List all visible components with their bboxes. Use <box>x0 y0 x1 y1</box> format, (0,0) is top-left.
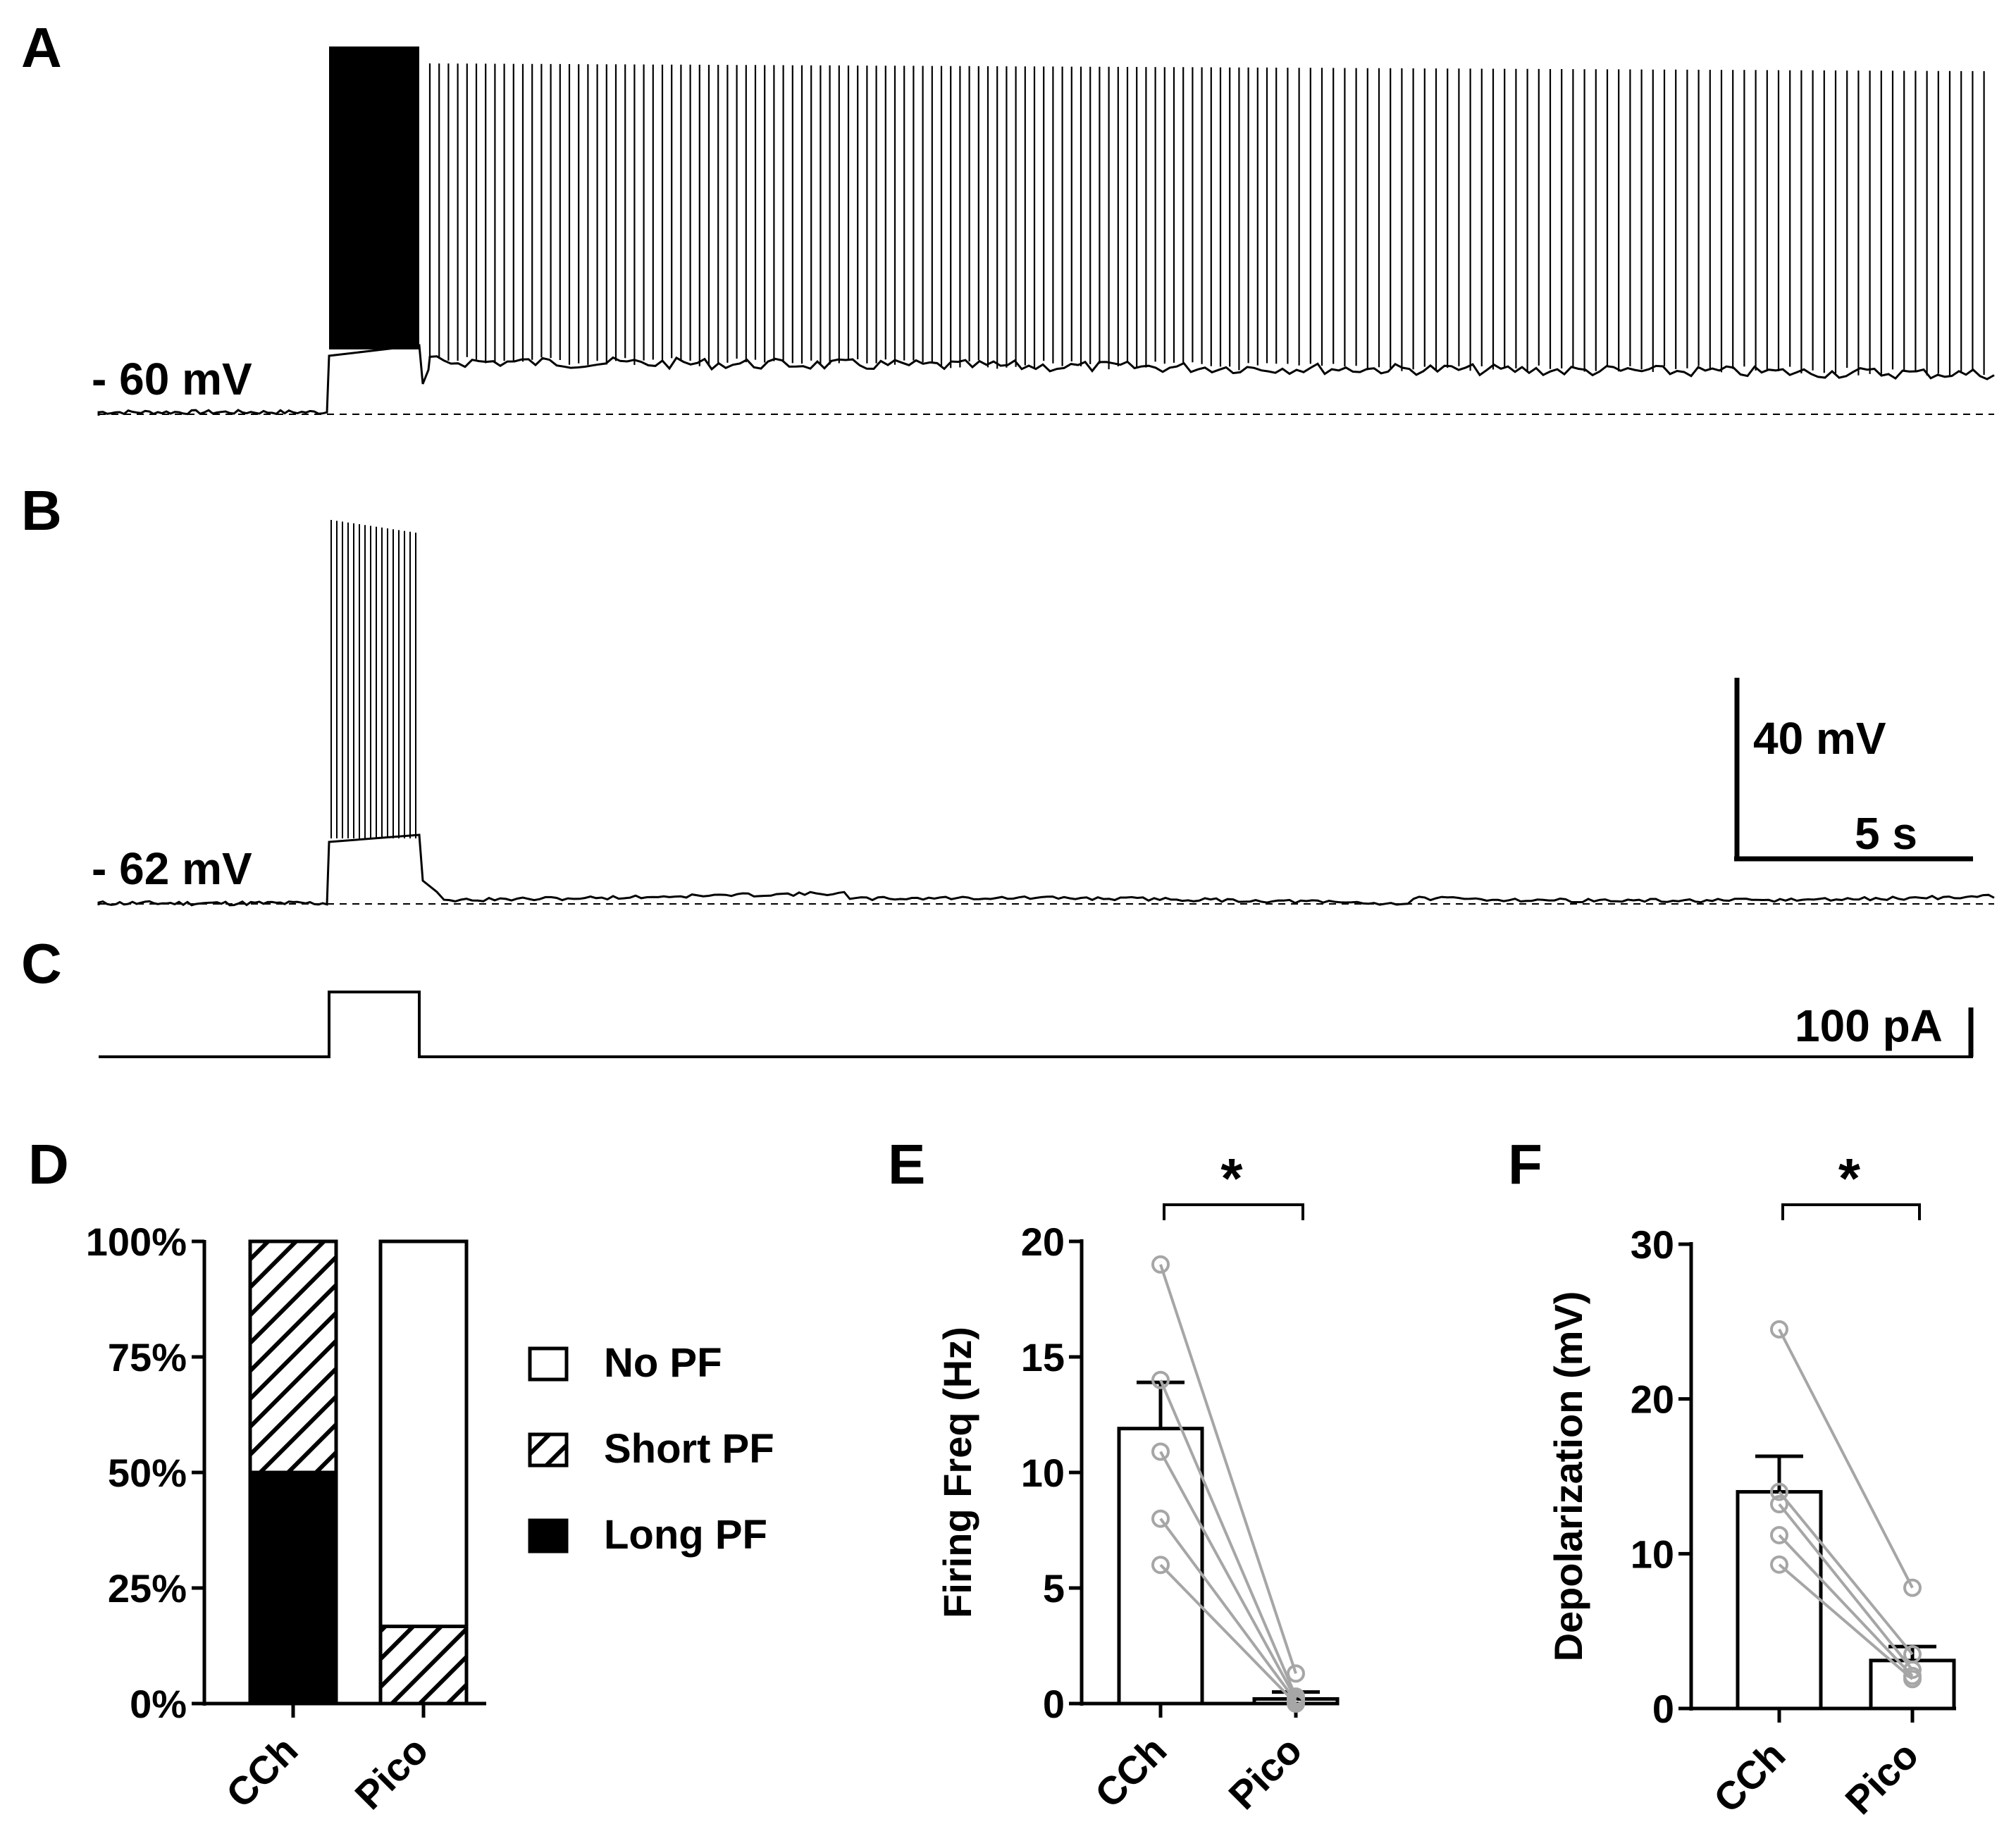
chart-e: 0 5 10 15 20 CCh Pico * Firing Freq (Hz) <box>935 1147 1340 1818</box>
chart-d-y-tick-label: 75% <box>108 1335 187 1379</box>
chart-d-bar-segment <box>248 1470 338 1706</box>
panel-f-data-point <box>1770 1555 1788 1574</box>
chart-d-x-tick-label: CCh <box>218 1728 307 1816</box>
current-step: 100 pA <box>99 991 1974 1058</box>
trace-a-voltage <box>97 344 1995 416</box>
panel-f-pair-line <box>1778 1563 1914 1680</box>
panel-e-y-tick-label: 10 <box>1021 1451 1065 1495</box>
panel-e-data-point <box>1287 1664 1305 1683</box>
baseline-label-b: - 62 mV <box>92 843 252 894</box>
panel-letter-e: E <box>888 1133 925 1196</box>
panel-f-pair-line <box>1778 1491 1914 1656</box>
panel-e-data-point <box>1151 1370 1170 1389</box>
panel-e-data-point <box>1151 1255 1170 1274</box>
panel-f-y-axis-title: Depolarization (mV) <box>1546 1291 1590 1662</box>
panel-letter-f: F <box>1508 1133 1542 1196</box>
panel-e-data-point <box>1287 1694 1305 1713</box>
chart-d-bar-segment <box>378 1239 469 1628</box>
panel-e-pair-line <box>1159 1518 1297 1702</box>
trace-b-voltage <box>97 833 1995 907</box>
panel-e-y-tick-label: 0 <box>1043 1682 1065 1726</box>
panel-f-pair-line <box>1778 1534 1914 1677</box>
trace-a-spikes <box>329 46 1985 376</box>
panel-e-pair-line <box>1159 1264 1297 1674</box>
chart-d-x-tick-label: Pico <box>346 1728 436 1818</box>
chart-d-bar-segment <box>248 1239 338 1475</box>
panel-f-pair-line <box>1778 1503 1914 1671</box>
panel-f-x-tick-label: CCh <box>1705 1732 1794 1821</box>
panel-letter-c: C <box>21 932 62 995</box>
panel-e-y-tick-label: 15 <box>1021 1335 1065 1379</box>
chart-d-legend-swatch <box>528 1432 569 1468</box>
chart-d-y-tick-label: 100% <box>86 1220 187 1264</box>
panel-e-data-point <box>1151 1442 1170 1461</box>
chart-d-legend-swatch <box>528 1346 569 1382</box>
panel-letter-d: D <box>28 1133 69 1196</box>
panel-e-x-tick-label: Pico <box>1220 1728 1310 1818</box>
chart-f: 0 10 20 30 CCh Pico * Depolarization (mV) <box>1546 1147 1956 1823</box>
panel-e-y-tick-label: 20 <box>1021 1220 1065 1264</box>
panel-f-data-point <box>1770 1525 1788 1544</box>
trace-b-spikes <box>330 520 416 838</box>
panel-e-significance-bracket <box>1163 1203 1304 1220</box>
chart-d-legend-label: No PF <box>604 1340 722 1386</box>
panel-f-pair-line <box>1778 1328 1914 1589</box>
panel-f-y-tick-label: 20 <box>1631 1377 1674 1422</box>
chart-d: 0% 25% 50% 75% 100% CCh Pico No PF Short PF Long … <box>86 1220 774 1818</box>
panel-e-y-tick-label: 5 <box>1043 1566 1065 1611</box>
panel-f-y-tick-label: 0 <box>1652 1687 1674 1731</box>
panel-f-data-point <box>1770 1495 1788 1514</box>
panel-f-y-tick-label: 30 <box>1631 1222 1674 1267</box>
chart-d-y-tick-label: 0% <box>130 1682 187 1726</box>
current-step-trace <box>99 991 1973 1058</box>
panel-f-data-point <box>1903 1670 1922 1689</box>
panel-e-data-point <box>1151 1556 1170 1575</box>
trace-b: - 62 mV <box>92 520 1995 907</box>
panel-letter-a: A <box>21 16 62 79</box>
baseline-label-a: - 60 mV <box>92 354 252 404</box>
scale-bar-current-label: 100 pA <box>1795 1000 1943 1051</box>
chart-d-bar-segment <box>378 1624 469 1706</box>
panel-f-data-point <box>1770 1320 1788 1339</box>
scale-bar-time-label: 5 s <box>1855 808 1917 859</box>
panel-f-x-tick-label: Pico <box>1836 1732 1927 1823</box>
panel-e-data-point <box>1151 1509 1170 1528</box>
chart-d-y-tick-label: 50% <box>108 1451 187 1495</box>
panel-f-y-tick-label: 10 <box>1631 1532 1674 1576</box>
panel-e-significance-star: * <box>1220 1147 1243 1210</box>
scale-bar-voltage-label: 40 mV <box>1753 713 1886 764</box>
scale-bar: 40 mV 5 s <box>1734 678 1973 862</box>
panel-f-significance-star: * <box>1838 1147 1861 1210</box>
panel-e-pair-line <box>1159 1563 1297 1705</box>
panel-e-pair-line <box>1159 1379 1297 1697</box>
panel-f-significance-bracket <box>1781 1203 1921 1220</box>
chart-d-legend-swatch <box>528 1518 569 1553</box>
panel-e-x-tick-label: CCh <box>1087 1728 1175 1816</box>
panel-e-pair-line <box>1159 1451 1297 1700</box>
chart-d-y-tick-label: 25% <box>108 1566 187 1611</box>
chart-d-legend-label: Short PF <box>604 1426 774 1472</box>
panel-f-bar <box>1736 1489 1823 1711</box>
panel-f-data-point <box>1770 1482 1788 1501</box>
chart-d-legend-label: Long PF <box>604 1512 767 1558</box>
panel-letter-b: B <box>21 479 62 542</box>
trace-a-burst <box>329 46 419 349</box>
trace-a: - 60 mV <box>92 46 1995 416</box>
panel-e-y-axis-title: Firing Freq (Hz) <box>935 1327 979 1618</box>
panel-f-data-point <box>1903 1578 1922 1597</box>
